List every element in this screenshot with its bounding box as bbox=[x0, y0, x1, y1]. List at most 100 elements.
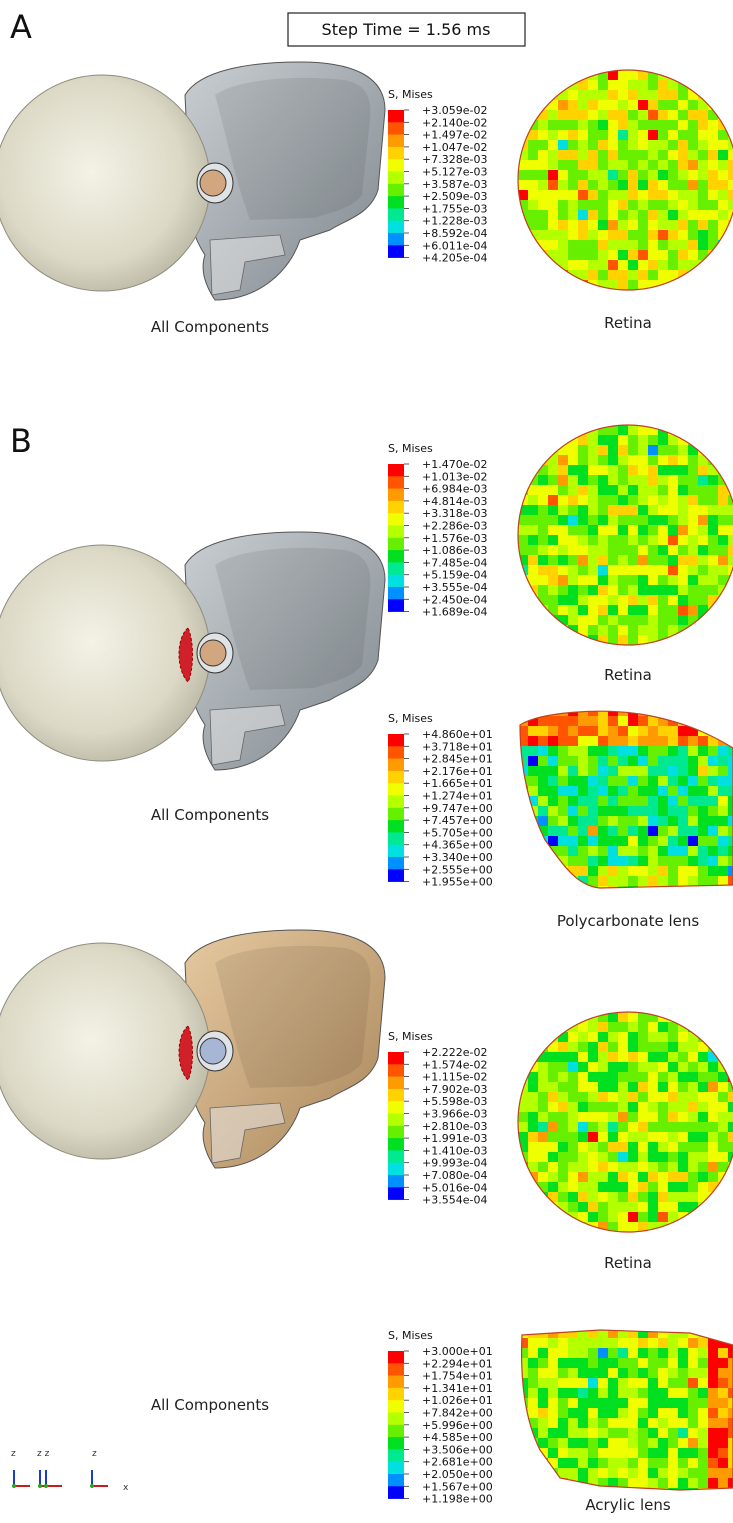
mesh-cell bbox=[708, 1348, 718, 1358]
mesh-cell bbox=[728, 595, 733, 605]
mesh-cell bbox=[728, 836, 733, 846]
mesh-cell bbox=[588, 1468, 598, 1478]
mesh-cell bbox=[608, 1328, 618, 1338]
mesh-cell bbox=[628, 595, 638, 605]
mesh-cell bbox=[598, 250, 608, 260]
mesh-cell bbox=[628, 1358, 638, 1368]
mesh-cell bbox=[708, 1072, 718, 1082]
legend-band bbox=[388, 1114, 404, 1127]
mesh-cell bbox=[718, 1142, 728, 1152]
mesh-cell bbox=[708, 190, 718, 200]
mesh-cell bbox=[598, 130, 608, 140]
mesh-cell bbox=[718, 816, 728, 826]
mesh-cell bbox=[688, 100, 698, 110]
mesh-cell bbox=[678, 200, 688, 210]
mesh-cell bbox=[528, 70, 538, 80]
mesh-cell bbox=[718, 1468, 728, 1478]
mesh-cell bbox=[658, 1132, 668, 1142]
mesh-cell bbox=[688, 1042, 698, 1052]
mesh-cell bbox=[608, 876, 618, 886]
mesh-cell bbox=[718, 1032, 728, 1042]
mesh-cell bbox=[638, 776, 648, 786]
mesh-cell bbox=[718, 1488, 728, 1498]
plot-caption: Retina bbox=[604, 666, 652, 684]
mesh-cell bbox=[658, 220, 668, 230]
mesh-cell bbox=[628, 716, 638, 726]
mesh-cell bbox=[628, 1418, 638, 1428]
mesh-cell bbox=[608, 595, 618, 605]
mesh-cell bbox=[708, 1012, 718, 1022]
mesh-cell bbox=[648, 90, 658, 100]
mesh-cell bbox=[688, 425, 698, 435]
mesh-cell bbox=[638, 786, 648, 796]
mesh-cell bbox=[548, 886, 558, 896]
legend-value: +3.554e-04 bbox=[422, 1194, 487, 1207]
mesh-cell bbox=[558, 495, 568, 505]
mesh-cell bbox=[598, 1368, 608, 1378]
mesh-cell bbox=[648, 605, 658, 615]
mesh-cell bbox=[518, 1458, 528, 1468]
mesh-cell bbox=[648, 1162, 658, 1172]
mesh-cell bbox=[698, 1052, 708, 1062]
mesh-cell bbox=[718, 170, 728, 180]
mesh-cell bbox=[728, 1478, 733, 1488]
mesh-cell bbox=[568, 1222, 578, 1232]
mesh-cell bbox=[558, 485, 568, 495]
mesh-cell bbox=[658, 1042, 668, 1052]
mesh-cell bbox=[538, 475, 548, 485]
mesh-cell bbox=[558, 756, 568, 766]
mesh-cell bbox=[578, 1328, 588, 1338]
mesh-cell bbox=[638, 1072, 648, 1082]
mesh-cell bbox=[698, 210, 708, 220]
mesh-cell bbox=[568, 615, 578, 625]
mesh-cell bbox=[608, 1072, 618, 1082]
mesh-cell bbox=[608, 1408, 618, 1418]
legend-band bbox=[388, 513, 404, 526]
mesh-cell bbox=[618, 846, 628, 856]
mesh-cell bbox=[688, 1388, 698, 1398]
mesh-cell bbox=[588, 250, 598, 260]
mesh-cell bbox=[598, 1398, 608, 1408]
legend-value: +1.574e-02 bbox=[422, 1058, 487, 1071]
mesh-cell bbox=[678, 1348, 688, 1358]
legend-value: +5.127e-03 bbox=[422, 166, 487, 179]
mesh-cell bbox=[568, 1418, 578, 1428]
mesh-cell bbox=[518, 1428, 528, 1438]
mesh-cell bbox=[618, 816, 628, 826]
mesh-cell bbox=[688, 280, 698, 290]
mesh-cell bbox=[578, 1092, 588, 1102]
mesh-cell bbox=[658, 1142, 668, 1152]
mesh-cell bbox=[688, 806, 698, 816]
mesh-cell bbox=[598, 1438, 608, 1448]
mesh-cell bbox=[558, 1418, 568, 1428]
mesh-cell bbox=[568, 786, 578, 796]
mesh-cell bbox=[658, 866, 668, 876]
mesh-cell bbox=[538, 1072, 548, 1082]
mesh-cell bbox=[588, 1152, 598, 1162]
mesh-cell bbox=[688, 716, 698, 726]
mesh-cell bbox=[688, 1368, 698, 1378]
mesh-cell bbox=[578, 1378, 588, 1388]
mesh-cell bbox=[578, 545, 588, 555]
mesh-cell bbox=[708, 250, 718, 260]
mesh-cell bbox=[668, 736, 678, 746]
mesh-cell bbox=[628, 1152, 638, 1162]
mesh-cell bbox=[558, 535, 568, 545]
mesh-cell bbox=[548, 595, 558, 605]
legend-band bbox=[388, 1437, 404, 1450]
mesh-cell bbox=[668, 1358, 678, 1368]
mesh-cell bbox=[678, 1132, 688, 1142]
mesh-cell bbox=[618, 1468, 628, 1478]
mesh-cell bbox=[578, 1408, 588, 1418]
mesh-cell bbox=[718, 1378, 728, 1388]
mesh-cell bbox=[608, 836, 618, 846]
mesh-cell bbox=[698, 1438, 708, 1448]
mesh-cell bbox=[688, 1448, 698, 1458]
mesh-cell bbox=[568, 1052, 578, 1062]
mesh-cell bbox=[628, 1112, 638, 1122]
mesh-cell bbox=[548, 1368, 558, 1378]
mesh-cell bbox=[638, 180, 648, 190]
mesh-cell bbox=[608, 1418, 618, 1428]
legend-band bbox=[388, 135, 404, 148]
legend-value: +7.842e+00 bbox=[422, 1407, 493, 1420]
